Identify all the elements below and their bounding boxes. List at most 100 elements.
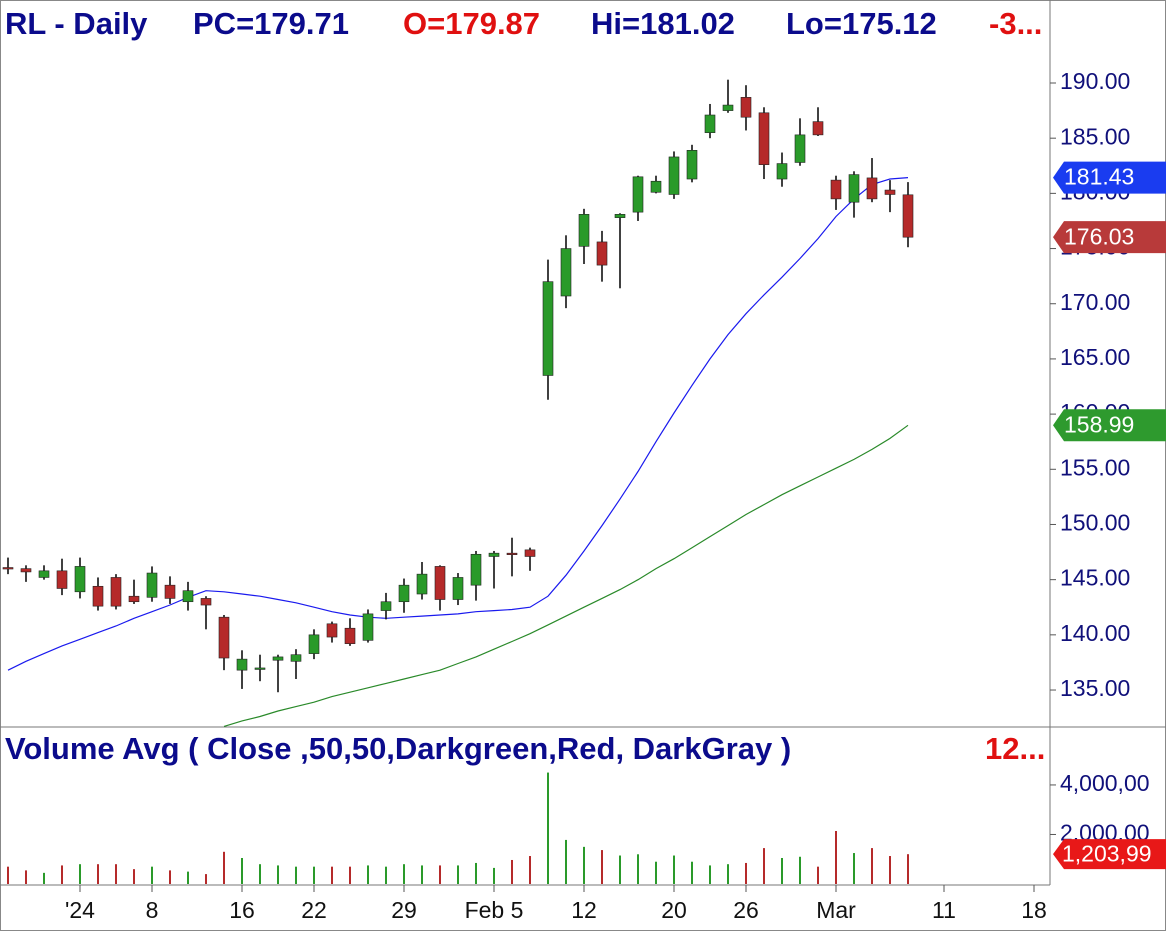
x-tick-label: 29 <box>391 897 417 923</box>
x-tick-label: 8 <box>146 897 159 923</box>
x-tick-label: 12 <box>571 897 597 923</box>
candle-body <box>380 601 392 611</box>
candle-body <box>704 114 716 133</box>
candle-body <box>326 623 338 638</box>
volume-bar <box>763 848 765 884</box>
x-tick-label: 22 <box>301 897 327 923</box>
volume-bar <box>205 874 207 884</box>
volume-bar <box>439 865 441 884</box>
candle-body <box>344 627 356 644</box>
candle-body <box>272 656 284 661</box>
volume-bar <box>97 864 99 884</box>
volume-bar <box>367 865 369 884</box>
volume-bar <box>43 872 45 884</box>
candle-body <box>164 584 176 599</box>
volume-bar <box>745 862 747 884</box>
candle-body <box>632 176 644 213</box>
candle-body <box>308 634 320 654</box>
candle-body <box>146 572 158 598</box>
candle-body <box>776 163 788 180</box>
volume-bar <box>151 866 153 884</box>
candle-body <box>686 150 698 180</box>
price-tag <box>1053 409 1166 442</box>
x-tick-label: 18 <box>1021 897 1047 923</box>
volume-bar <box>493 867 495 884</box>
volume-bar <box>511 859 513 884</box>
candle-body <box>200 598 212 606</box>
x-tick-label: 20 <box>661 897 687 923</box>
candle-body <box>470 553 482 586</box>
volume-bar <box>7 866 9 884</box>
candle-body <box>722 104 734 111</box>
volume-bar <box>25 870 27 884</box>
x-tick-label: 11 <box>932 897 956 923</box>
candle-body <box>128 595 140 603</box>
candle-body <box>740 97 752 118</box>
volume-bar <box>133 869 135 884</box>
volume-bar <box>583 846 585 884</box>
volume-bar <box>889 856 891 884</box>
x-tick-label: 26 <box>733 897 759 923</box>
candle-body <box>542 281 554 376</box>
candle-body <box>848 174 860 203</box>
candle-body <box>866 177 878 200</box>
candle-body <box>830 179 842 200</box>
header-item: O=179.87 <box>403 6 540 41</box>
volume-bar <box>709 865 711 884</box>
price-tag-label: 158.99 <box>1064 411 1134 437</box>
candle-body <box>614 214 626 218</box>
candle-body <box>452 577 464 600</box>
volume-bar <box>691 861 693 884</box>
x-tick-label: '24 <box>65 897 95 923</box>
candle-body <box>38 570 50 578</box>
volume-bar <box>277 865 279 884</box>
candle-body <box>254 667 266 670</box>
y-tick-label: 140.00 <box>1060 620 1130 646</box>
candle-body <box>506 552 518 555</box>
candle-body <box>398 584 410 603</box>
candle-body <box>560 248 572 297</box>
price-tag <box>1053 221 1166 254</box>
y-tick-label: 155.00 <box>1060 454 1130 480</box>
y-tick-label: 165.00 <box>1060 344 1130 370</box>
candle-body <box>236 658 248 671</box>
candle-body <box>218 616 230 659</box>
volume-bar <box>241 857 243 884</box>
y-tick-label: 185.00 <box>1060 123 1130 149</box>
candle-body <box>578 214 590 247</box>
volume-bar <box>457 865 459 884</box>
candle-body <box>884 189 896 195</box>
y-tick-label: 190.00 <box>1060 68 1130 94</box>
volume-tag-label: 1,203,99 <box>1062 840 1152 866</box>
volume-bar <box>331 866 333 884</box>
header-item: Lo=175.12 <box>786 6 937 41</box>
volume-bar <box>61 865 63 884</box>
volume-bar <box>817 866 819 884</box>
volume-bar <box>727 864 729 884</box>
candle-body <box>56 570 68 589</box>
volume-bar <box>565 839 567 884</box>
candle-body <box>524 549 536 557</box>
volume-bar <box>475 862 477 884</box>
volume-bar <box>655 861 657 884</box>
volume-bar <box>781 857 783 884</box>
header-item: PC=179.71 <box>193 6 349 41</box>
volume-bar <box>871 848 873 884</box>
candle-body <box>416 573 428 595</box>
price-tag <box>1053 161 1166 194</box>
candle-body <box>794 134 806 163</box>
volume-bar <box>619 855 621 884</box>
volume-title: Volume Avg ( Close ,50,50,Darkgreen,Red,… <box>5 731 791 766</box>
x-tick-label: Mar <box>816 897 856 923</box>
volume-bar <box>385 866 387 884</box>
candle-body <box>182 590 194 603</box>
volume-bar <box>529 856 531 884</box>
candle-body <box>650 180 662 193</box>
volume-bar <box>637 854 639 884</box>
volume-bar <box>547 772 549 884</box>
volume-bar <box>835 831 837 884</box>
header-item: -3... <box>989 6 1042 41</box>
